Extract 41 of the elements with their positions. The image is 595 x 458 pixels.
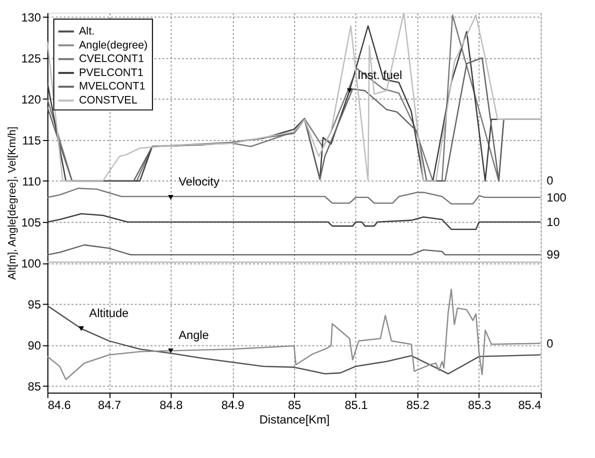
- y-tick-label: 100: [21, 256, 42, 270]
- x-tick-label: 85.4: [518, 398, 542, 412]
- legend-label: Angle(degree): [78, 39, 148, 52]
- legend-label: CONSTVEL: [78, 94, 138, 107]
- text: 0: [546, 173, 554, 188]
- y-axis-title: Alt[m], Angle[degree], Vel[Km/h]: [6, 126, 18, 280]
- line-series: [47, 288, 541, 380]
- y-tick-label: 115: [22, 133, 42, 148]
- y-tick-label: 95: [28, 297, 42, 312]
- legend-label: CVELCONT1: [78, 53, 144, 66]
- line-series: [47, 188, 541, 205]
- annotation: Velocity: [178, 174, 220, 189]
- y-tick-label: 125: [21, 51, 42, 66]
- legend-label: MVELCONT1: [78, 80, 146, 93]
- annotation: Angle: [178, 328, 210, 342]
- y-tick-label: 85: [28, 380, 42, 394]
- y-tick-label: 120: [21, 92, 42, 106]
- x-tick-label: 85: [288, 398, 302, 412]
- annotation: 10: [546, 214, 560, 229]
- x-tick-label: 85.2: [406, 398, 430, 412]
- annotation: 0: [546, 336, 554, 350]
- annotation: 99: [546, 248, 560, 262]
- x-tick-label: 85.1: [344, 398, 368, 412]
- line-series: [47, 305, 541, 374]
- y-tick-label: 105: [21, 215, 42, 230]
- x-axis-title: Distance[Km]: [259, 412, 330, 427]
- legend-label: PVELCONT1: [78, 66, 144, 79]
- y-tick-label: 90: [28, 338, 42, 352]
- line-series: [47, 244, 541, 256]
- x-tick-label: 84.7: [98, 398, 122, 412]
- annotation: 100: [546, 190, 567, 204]
- x-tick-label: 84.9: [221, 398, 245, 412]
- y-tick-label: 110: [22, 174, 42, 188]
- line-series: [47, 213, 541, 230]
- y-tick-label: 130: [21, 10, 42, 24]
- x-tick-label: 85.3: [468, 398, 492, 412]
- annotation: Inst. fuel: [357, 68, 402, 82]
- annotation: Altitude: [89, 306, 130, 320]
- x-tick-label: 84.8: [160, 398, 184, 412]
- x-tick-label: 84.6: [48, 398, 72, 412]
- legend-label: Alt.: [78, 25, 95, 38]
